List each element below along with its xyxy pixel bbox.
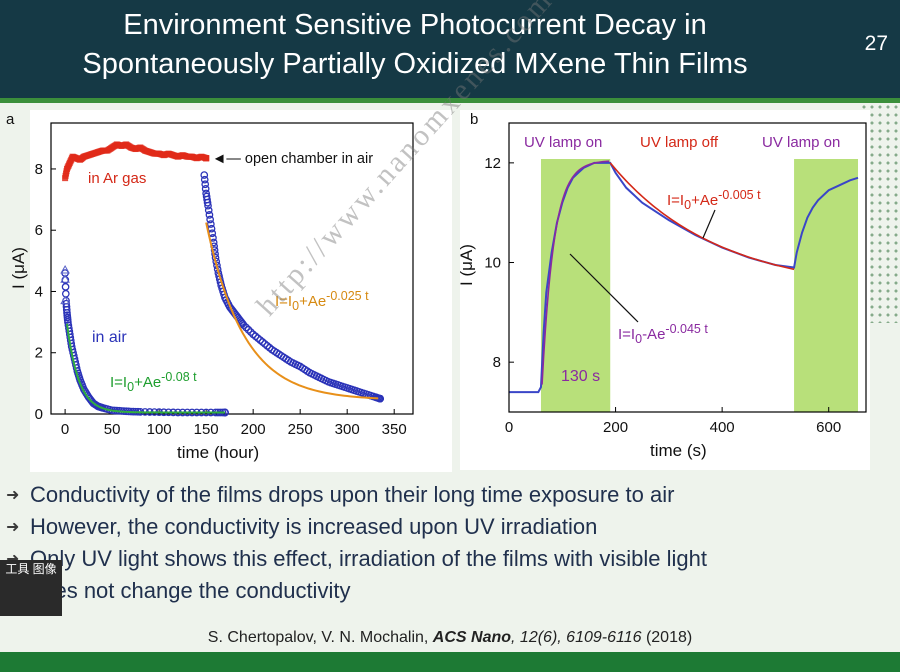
data-point xyxy=(200,171,209,179)
citation: S. Chertopalov, V. N. Mochalin, ACS Nano… xyxy=(207,629,693,646)
y-tick-label: 12 xyxy=(484,155,501,172)
data-point xyxy=(244,325,253,334)
fit-curve-purple xyxy=(541,160,610,385)
panel-b-ylabel: I (μA) xyxy=(456,244,476,286)
slide-header: Environment Sensitive Photocurrent Decay… xyxy=(0,0,900,98)
data-point xyxy=(239,321,248,330)
arrow-bullet-icon: ➜ xyxy=(6,519,20,536)
x-tick-label: 400 xyxy=(710,419,735,436)
triangle-marker xyxy=(60,265,70,274)
triangle-marker xyxy=(60,274,70,283)
footer-bar xyxy=(0,652,900,672)
triangle-marker xyxy=(60,295,70,305)
x-tick-label: 250 xyxy=(288,421,313,438)
bullet-2: ➜ However, the conductivity is increased … xyxy=(6,513,597,542)
y-tick-label: 2 xyxy=(35,345,43,362)
x-tick-label: 200 xyxy=(241,421,266,438)
x-tick-label: 0 xyxy=(61,421,69,438)
data-point xyxy=(200,175,209,184)
annotation-130s: 130 s xyxy=(561,368,601,385)
x-tick-label: 100 xyxy=(147,421,172,438)
uv-on-region xyxy=(540,159,611,412)
header-divider xyxy=(0,98,900,103)
uv-on-region xyxy=(794,159,859,412)
slide-title-line1: Environment Sensitive Photocurrent Decay… xyxy=(123,9,707,41)
annotation-in-air: in air xyxy=(92,329,127,346)
data-point xyxy=(203,198,212,207)
data-point xyxy=(206,215,214,224)
pointer-arrow xyxy=(569,253,639,323)
page-number: 27 xyxy=(864,32,888,55)
panel-a-background xyxy=(30,110,452,472)
data-point xyxy=(246,328,255,336)
data-point xyxy=(204,206,213,215)
pointer-arrow xyxy=(702,209,716,239)
x-tick-label: 50 xyxy=(104,421,121,438)
data-point xyxy=(203,155,210,162)
fit-curve-green xyxy=(65,323,225,414)
arrow-bullet-icon: ➜ xyxy=(6,487,20,504)
annotation-uv-lamp-on-2: UV lamp on xyxy=(762,134,841,151)
fit-curve-orange xyxy=(205,222,379,400)
panel-b-label: b xyxy=(470,111,479,128)
panel-b-xlabel: time (s) xyxy=(650,441,707,460)
panel-a-xlabel: time (hour) xyxy=(177,443,260,462)
fit-equation-orange: I=I0+Ae-0.025 t xyxy=(275,289,369,313)
y-tick-label: 10 xyxy=(484,255,501,272)
data-point xyxy=(205,211,214,219)
y-tick-label: 8 xyxy=(35,161,43,178)
x-tick-label: 150 xyxy=(194,421,219,438)
bullet-1: ➜ Conductivity of the films drops upon th… xyxy=(6,481,674,510)
y-tick-label: 8 xyxy=(493,354,501,371)
annotation-uv-lamp-on-1: UV lamp on xyxy=(524,134,603,151)
annotation-uv-lamp-off: UV lamp off xyxy=(640,134,719,151)
data-point xyxy=(201,185,210,193)
y-tick-label: 4 xyxy=(35,283,43,300)
panel-b-frame xyxy=(508,122,867,413)
data-point xyxy=(210,246,219,254)
x-tick-label: 0 xyxy=(505,419,513,436)
x-tick-label: 600 xyxy=(816,419,841,436)
fit-equation-purple: I=I0-Ae-0.045 t xyxy=(618,322,708,346)
data-point xyxy=(206,220,215,228)
bullet-3-continued: does not change the conductivity xyxy=(30,578,351,603)
fit-equation-red: I=I0+Ae-0.005 t xyxy=(667,188,761,212)
y-tick-label: 6 xyxy=(35,222,43,239)
logo-stamp: 工具 图像 xyxy=(0,560,62,616)
x-tick-label: 350 xyxy=(382,421,407,438)
data-point xyxy=(62,306,71,314)
y-tick-label: 0 xyxy=(35,406,43,423)
fit-curve-red xyxy=(609,162,795,271)
annotation-open-chamber: ◄— open chamber in air xyxy=(212,151,374,167)
fit-equation-green: I=I0+Ae-0.08 t xyxy=(110,370,197,394)
annotation-in-ar-gas: in Ar gas xyxy=(88,170,147,187)
x-tick-label: 300 xyxy=(335,421,360,438)
data-point xyxy=(242,323,250,332)
panel-a-ylabel: I (μA) xyxy=(8,247,28,289)
data-point xyxy=(204,201,212,210)
bullet-3: ➜Only UV light shows this effect, irradi… xyxy=(6,545,707,574)
data-point xyxy=(201,180,210,189)
slide-title: Environment Sensitive Photocurrent Decay… xyxy=(10,6,820,84)
x-tick-label: 200 xyxy=(603,419,628,436)
slide-title-line2: Spontaneously Partially Oxidized MXene T… xyxy=(82,48,748,80)
panel-a-frame xyxy=(50,122,414,415)
panel-a-label: a xyxy=(6,111,15,128)
